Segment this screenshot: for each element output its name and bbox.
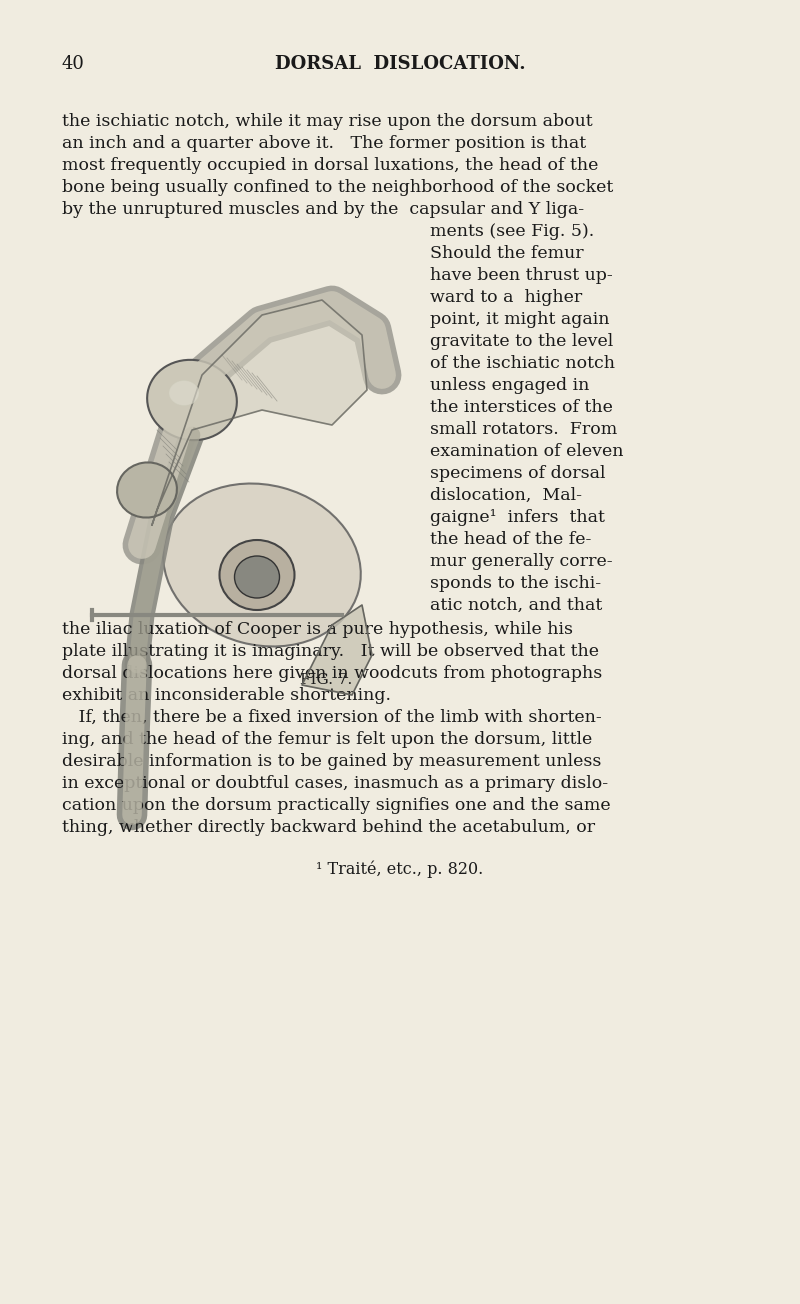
Text: ward to a  higher: ward to a higher (430, 289, 582, 306)
Text: the head of the fe-: the head of the fe- (430, 531, 591, 548)
Text: dislocation,  Mal-: dislocation, Mal- (430, 486, 582, 505)
Ellipse shape (147, 360, 237, 441)
Text: If, then, there be a fixed inversion of the limb with shorten-: If, then, there be a fixed inversion of … (62, 709, 602, 726)
Text: ments (see Fig. 5).: ments (see Fig. 5). (430, 223, 594, 240)
Text: atic notch, and that: atic notch, and that (430, 597, 602, 614)
Text: exhibit an inconsiderable shortening.: exhibit an inconsiderable shortening. (62, 687, 391, 704)
Text: most frequently occupied in dorsal luxations, the head of the: most frequently occupied in dorsal luxat… (62, 156, 598, 173)
Text: plate illustrating it is imaginary.   It will be observed that the: plate illustrating it is imaginary. It w… (62, 643, 599, 660)
Text: by the unruptured muscles and by the  capsular and Y liga-: by the unruptured muscles and by the cap… (62, 201, 584, 218)
Text: point, it might again: point, it might again (430, 310, 610, 329)
Text: unless engaged in: unless engaged in (430, 377, 590, 394)
Text: an inch and a quarter above it.   The former position is that: an inch and a quarter above it. The form… (62, 136, 586, 153)
Ellipse shape (234, 556, 279, 599)
Text: desirable information is to be gained by measurement unless: desirable information is to be gained by… (62, 752, 602, 769)
Ellipse shape (117, 463, 177, 518)
Text: cation upon the dorsum practically signifies one and the same: cation upon the dorsum practically signi… (62, 797, 610, 814)
Text: 40: 40 (62, 55, 85, 73)
Text: examination of eleven: examination of eleven (430, 443, 623, 460)
Text: Should the femur: Should the femur (430, 245, 584, 262)
Polygon shape (302, 605, 372, 695)
Ellipse shape (169, 381, 199, 406)
Text: bone being usually confined to the neighborhood of the socket: bone being usually confined to the neigh… (62, 179, 614, 196)
Polygon shape (152, 300, 367, 526)
Text: sponds to the ischi-: sponds to the ischi- (430, 575, 601, 592)
Text: gravitate to the level: gravitate to the level (430, 333, 614, 349)
Text: ing, and the head of the femur is felt upon the dorsum, little: ing, and the head of the femur is felt u… (62, 732, 592, 748)
Text: FIG. 7.: FIG. 7. (300, 673, 352, 687)
Bar (62, 235, 392, 665)
Text: small rotators.  From: small rotators. From (430, 421, 618, 438)
Text: dorsal dislocations here given in woodcuts from photographs: dorsal dislocations here given in woodcu… (62, 665, 602, 682)
Text: specimens of dorsal: specimens of dorsal (430, 466, 606, 482)
Text: of the ischiatic notch: of the ischiatic notch (430, 355, 615, 372)
Text: gaigne¹  infers  that: gaigne¹ infers that (430, 509, 605, 526)
Ellipse shape (219, 540, 294, 610)
Text: the iliac luxation of Cooper is a pure hypothesis, while his: the iliac luxation of Cooper is a pure h… (62, 621, 573, 638)
Text: the ischiatic notch, while it may rise upon the dorsum about: the ischiatic notch, while it may rise u… (62, 113, 593, 130)
Ellipse shape (163, 484, 361, 647)
Text: have been thrust up-: have been thrust up- (430, 267, 613, 284)
Text: ¹ Traité, etc., p. 820.: ¹ Traité, etc., p. 820. (316, 861, 484, 879)
Text: thing, whether directly backward behind the acetabulum, or: thing, whether directly backward behind … (62, 819, 595, 836)
Text: in exceptional or doubtful cases, inasmuch as a primary dislo-: in exceptional or doubtful cases, inasmu… (62, 775, 608, 792)
Text: the interstices of the: the interstices of the (430, 399, 613, 416)
Text: mur generally corre-: mur generally corre- (430, 553, 613, 570)
Text: DORSAL  DISLOCATION.: DORSAL DISLOCATION. (274, 55, 526, 73)
